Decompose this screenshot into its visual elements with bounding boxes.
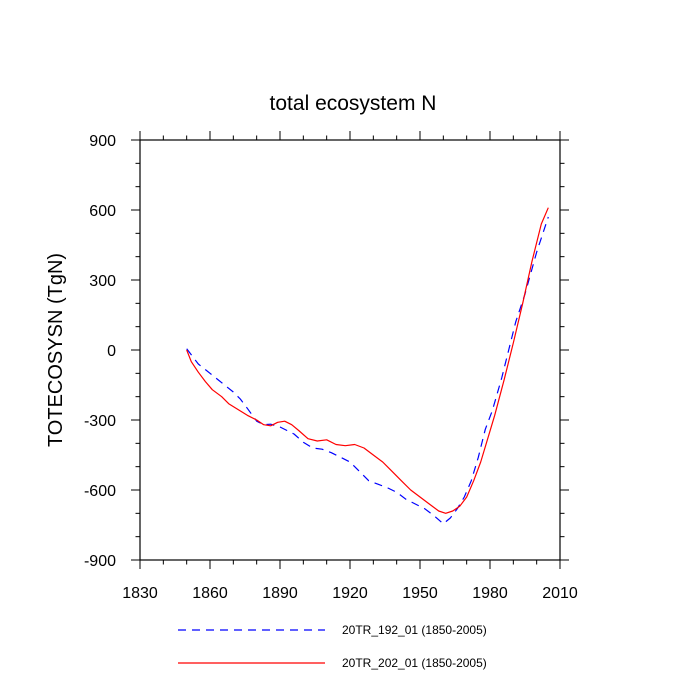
x-tick-label: 1860 — [192, 585, 228, 602]
chart-title: total ecosystem N — [270, 92, 437, 115]
legend-label-1: 20TR_192_01 (1850-2005) — [342, 623, 487, 637]
axis-ticks — [131, 131, 569, 569]
plot-frame — [139, 139, 561, 561]
series-line-2 — [186, 207, 549, 514]
legend-label-2: 20TR_202_01 (1850-2005) — [342, 656, 487, 670]
y-tick-label: 0 — [107, 343, 116, 360]
x-tick-label: 1920 — [332, 585, 368, 602]
x-tick-label: 1950 — [402, 585, 438, 602]
x-tick-label: 1830 — [122, 585, 158, 602]
y-tick-label: 900 — [89, 133, 116, 150]
x-tick-label: 1980 — [472, 585, 508, 602]
y-tick-label: -900 — [84, 553, 116, 570]
y-tick-label: -600 — [84, 483, 116, 500]
y-tick-label: -300 — [84, 413, 116, 430]
y-tick-label: 300 — [89, 273, 116, 290]
x-tick-labels: 1830 1860 1890 1920 1950 1980 2010 — [122, 585, 578, 602]
y-tick-labels: -900 -600 -300 0 300 600 900 — [84, 133, 116, 570]
series-line-1 — [186, 216, 549, 525]
x-tick-label: 2010 — [542, 585, 578, 602]
legend: 20TR_192_01 (1850-2005) 20TR_202_01 (1850… — [178, 623, 487, 670]
y-tick-label: 600 — [89, 203, 116, 220]
plot-lines — [186, 207, 549, 525]
x-tick-label: 1890 — [262, 585, 298, 602]
y-axis-label: TOTECOSYSN (TgN) — [45, 253, 67, 447]
